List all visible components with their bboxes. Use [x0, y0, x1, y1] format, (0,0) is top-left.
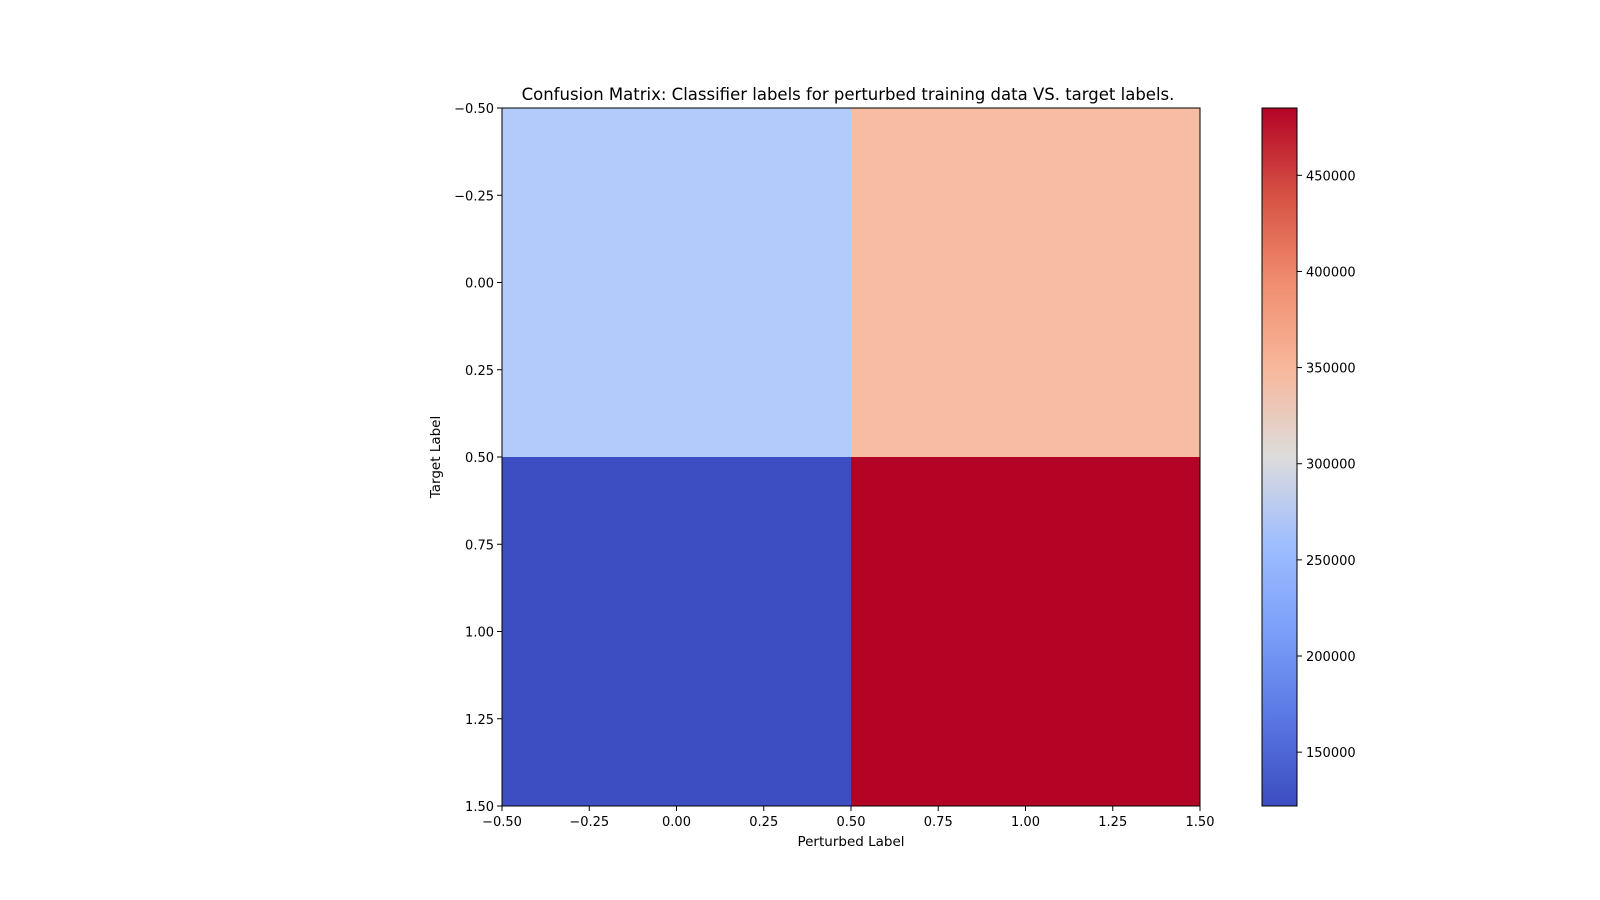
- heatmap-cell-r1-c1: [851, 457, 1200, 806]
- colorbar-tick-label: 350000: [1306, 362, 1356, 377]
- colorbar-ticks: 150000 200000 250000 300000 350000 400000 4500…: [1297, 169, 1356, 761]
- heatmap-cell-r0-c1: [851, 108, 1200, 457]
- colorbar-tick-label: 400000: [1306, 265, 1356, 280]
- y-tick-label: −0.25: [454, 189, 494, 204]
- heatmap-cells: [502, 108, 1200, 806]
- y-axis-label: Target Label: [428, 416, 444, 499]
- colorbar-tick-label: 250000: [1306, 554, 1356, 569]
- x-tick-label: −0.25: [569, 815, 609, 830]
- y-tick-label: −0.50: [454, 102, 494, 117]
- chart-title: Confusion Matrix: Classifier labels for …: [522, 85, 1175, 104]
- x-tick-label: 0.00: [662, 815, 691, 830]
- y-axis-ticks: −0.50 −0.25 0.00 0.25 0.50 0.75 1.00 1.25 1.50: [454, 102, 502, 815]
- colorbar-tick-label: 300000: [1306, 458, 1356, 473]
- y-tick-label: 0.75: [465, 538, 494, 553]
- y-tick-label: 0.00: [465, 277, 494, 292]
- x-tick-label: 1.25: [1098, 815, 1127, 830]
- x-tick-label: 0.50: [837, 815, 866, 830]
- colorbar-tick-label: 450000: [1306, 169, 1356, 184]
- x-tick-label: 0.25: [749, 815, 778, 830]
- x-axis-label: Perturbed Label: [797, 834, 904, 850]
- x-tick-label: 0.75: [924, 815, 953, 830]
- y-tick-label: 0.50: [465, 451, 494, 466]
- y-tick-label: 0.25: [465, 364, 494, 379]
- heatmap-cell-r1-c0: [502, 457, 851, 806]
- heatmap-cell-r0-c0: [502, 108, 851, 457]
- x-tick-label: −0.50: [482, 815, 522, 830]
- y-tick-label: 1.25: [465, 713, 494, 728]
- colorbar: [1261, 107, 1298, 807]
- x-tick-label: 1.50: [1186, 815, 1215, 830]
- colorbar-tick-label: 150000: [1306, 746, 1356, 761]
- x-tick-label: 1.00: [1011, 815, 1040, 830]
- y-tick-label: 1.00: [465, 626, 494, 641]
- x-axis-ticks: −0.50 −0.25 0.00 0.25 0.50 0.75 1.00 1.25 1.50: [482, 806, 1214, 830]
- colorbar-tick-label: 200000: [1306, 650, 1356, 665]
- y-tick-label: 1.50: [465, 800, 494, 815]
